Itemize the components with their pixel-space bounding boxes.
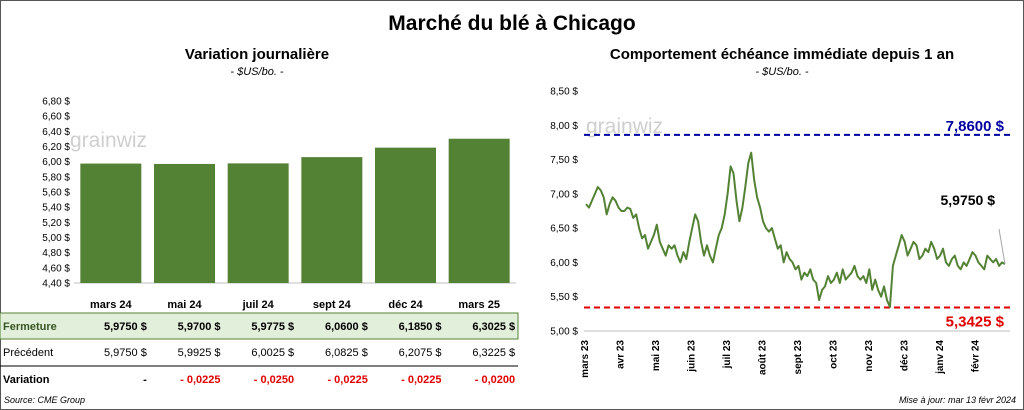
table-cell: 5,9925 $: [178, 347, 221, 359]
table-cell: -: [143, 374, 147, 386]
y-tick-label: 5,00 $: [550, 327, 578, 338]
x-tick-label: juil 23: [722, 340, 733, 370]
y-tick-label: 6,80 $: [42, 97, 70, 108]
table-cell: 6,3225 $: [472, 347, 515, 359]
y-tick-label: 4,80 $: [42, 248, 70, 259]
y-tick-label: 6,00 $: [42, 157, 70, 168]
last-value-leader: [998, 228, 1006, 265]
x-tick-label: avr 23: [616, 340, 627, 369]
bar: [227, 163, 289, 283]
x-tick-label: janv 24: [935, 340, 946, 375]
y-tick-label: 7,50 $: [550, 155, 578, 166]
y-tick-label: 4,60 $: [42, 263, 70, 274]
bar: [80, 163, 142, 283]
y-tick-label: 5,60 $: [42, 188, 70, 199]
table-cell: 6,0825 $: [325, 347, 368, 359]
x-tick-label: août 23: [758, 340, 769, 375]
y-tick-label: 6,00 $: [550, 258, 578, 269]
x-tick-label: nov 23: [864, 340, 875, 372]
y-tick-label: 8,50 $: [550, 87, 578, 98]
y-tick-label: 5,20 $: [42, 218, 70, 229]
y-tick-label: 5,50 $: [550, 292, 578, 303]
x-tick-label: sept 23: [793, 340, 804, 375]
line-chart-unit: - $US/bo. -: [755, 66, 809, 78]
y-tick-label: 5,00 $: [42, 233, 70, 244]
x-tick-label: déc 24: [388, 299, 423, 311]
update-note: Mise à jour: mar 13 févr 2024: [898, 395, 1016, 405]
table-row-label: Fermeture: [3, 321, 57, 333]
y-tick-label: 8,00 $: [550, 121, 578, 132]
y-tick-label: 6,20 $: [42, 142, 70, 153]
x-tick-label: mars 24: [90, 299, 132, 311]
table-row-highlight: [0, 312, 519, 340]
y-tick-label: 6,60 $: [42, 112, 70, 123]
high-label: 7,8600 $: [946, 118, 1005, 135]
low-label: 5,3425 $: [946, 314, 1005, 331]
x-tick-label: mai 24: [167, 299, 202, 311]
table-cell: 5,9775 $: [251, 321, 294, 333]
main-title: Marché du blé à Chicago: [388, 12, 636, 35]
bar-chart-title: Variation journalière: [184, 46, 330, 63]
bar-chart-unit: - $US/bo. -: [230, 66, 284, 78]
x-tick-label: sept 24: [313, 299, 352, 311]
table-row-label: Variation: [3, 374, 50, 386]
x-tick-label: févr 24: [971, 340, 982, 373]
y-tick-label: 5,80 $: [42, 172, 70, 183]
bar: [448, 138, 510, 283]
price-line: [585, 151, 1006, 308]
y-tick-label: 5,40 $: [42, 203, 70, 214]
x-tick-label: mars 25: [458, 299, 500, 311]
table-cell: 6,0025 $: [251, 347, 294, 359]
table-cell: 6,0600 $: [325, 321, 368, 333]
bar: [301, 157, 363, 283]
source-note: Source: CME Group: [4, 395, 86, 405]
x-tick-label: mars 23: [580, 340, 591, 378]
x-tick-label: déc 23: [900, 340, 911, 372]
x-tick-label: juin 23: [687, 340, 698, 373]
table-cell: 5,9750 $: [104, 347, 147, 359]
bar-chart: grainwiz 4,40 $ 4,60 $ 4,80 $ 5,00 $ 5,20 $ 5,…: [0, 97, 519, 386]
table-cell: - 0,0225: [327, 374, 367, 386]
y-tick-label: 6,50 $: [550, 224, 578, 235]
table-cell: - 0,0225: [401, 374, 441, 386]
bar: [154, 163, 215, 283]
x-tick-label: oct 23: [829, 340, 840, 369]
watermark: grainwiz: [586, 115, 663, 138]
y-tick-label: 6,40 $: [42, 127, 70, 138]
table-row-label: Précédent: [3, 347, 53, 359]
last-value-label: 5,9750 $: [941, 192, 996, 208]
table-cell: 6,1850 $: [399, 321, 442, 333]
table-cell: 5,9750 $: [104, 321, 147, 333]
table-cell: - 0,0225: [180, 374, 220, 386]
table-cell: 6,2075 $: [399, 347, 442, 359]
y-tick-label: 4,40 $: [42, 279, 70, 290]
bar: [375, 147, 436, 283]
table-cell: - 0,0250: [254, 374, 294, 386]
table-cell: 5,9700 $: [178, 321, 221, 333]
y-tick-label: 7,00 $: [550, 189, 578, 200]
line-chart-title: Comportement échéance immédiate depuis 1…: [609, 46, 955, 63]
x-tick-label: juil 24: [242, 299, 275, 311]
x-tick-label: mai 23: [651, 340, 662, 372]
table-cell: 6,3025 $: [472, 321, 515, 333]
table-cell: - 0,0200: [475, 374, 515, 386]
watermark: grainwiz: [70, 129, 147, 152]
line-chart: grainwiz 5,00 $ 5,50 $ 6,00 $ 6,50 $ 7,00 $ 7,…: [550, 87, 1010, 378]
